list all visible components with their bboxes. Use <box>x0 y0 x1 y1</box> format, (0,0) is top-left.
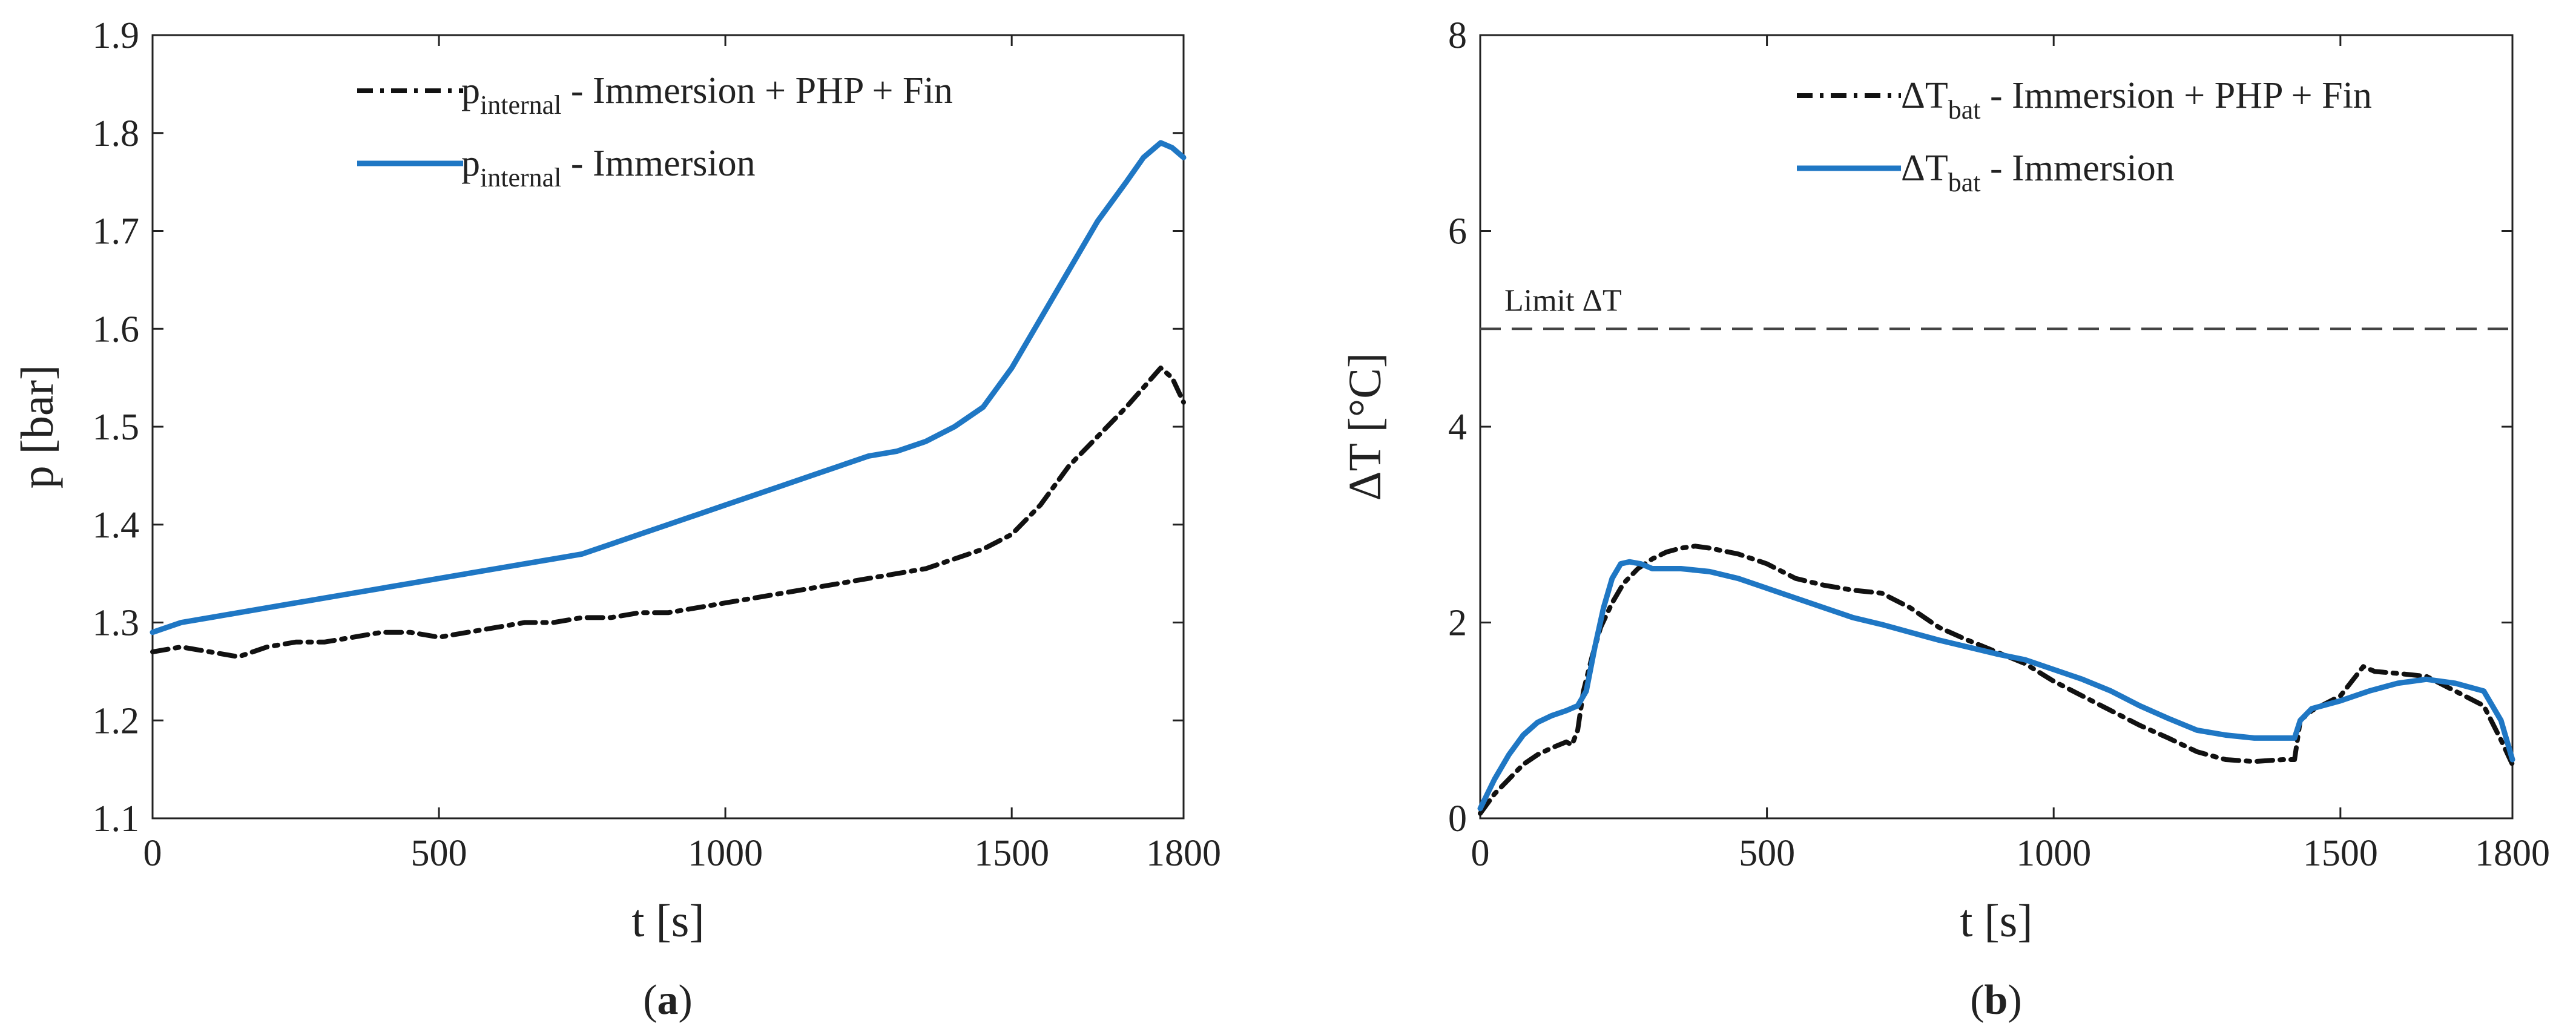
caption-open: ( <box>1970 977 1984 1024</box>
chart-panel-a: 0 500 1000 1500 1800 1.1 1.2 1.3 1.4 1.5 1.6 1.7 1.8… <box>12 15 1221 1024</box>
series-line-2 <box>150 140 1187 636</box>
legend-main: ΔT <box>1901 148 1948 189</box>
x-tick-label: 1800 <box>1146 833 1221 874</box>
x-tick-label: 1800 <box>2475 833 2550 874</box>
caption-open: ( <box>643 977 657 1024</box>
legend-main: ΔT <box>1901 75 1948 116</box>
legend-rest: - Immersion + PHP + Fin <box>1981 75 2372 116</box>
legend-subscript: bat <box>1948 168 1981 197</box>
caption-letter: b <box>1985 977 2008 1024</box>
chart-panel-b: Limit ΔT 0 500 1000 1500 1800 0 2 4 6 8 t [s] ΔT [°C… <box>1340 15 2550 1024</box>
y-tick-label: 1.5 <box>93 407 140 448</box>
legend-entry-2: ΔTbat - Immersion <box>1901 148 2175 197</box>
y-tick-label: 1.4 <box>93 505 140 546</box>
x-axis-label: t [s] <box>1960 896 2032 947</box>
y-axis-label: ΔT [°C] <box>1340 353 1391 501</box>
y-tick-label: 1.2 <box>93 700 140 741</box>
legend-subscript: internal <box>480 90 561 120</box>
legend-entry-2: pinternal - Immersion <box>461 143 756 192</box>
legend-main: p <box>461 143 480 184</box>
y-tick-label: 1.3 <box>93 603 140 644</box>
x-tick-label: 1500 <box>2303 833 2378 874</box>
y-tick-label: 1.9 <box>93 15 140 56</box>
legend-subscript: internal <box>480 163 561 192</box>
legend-rest: - Immersion + PHP + Fin <box>561 70 952 111</box>
y-tick-label: 0 <box>1448 798 1467 840</box>
x-axis-label: t [s] <box>631 896 704 947</box>
x-tick-label: 500 <box>1739 833 1795 874</box>
y-tick-label: 1.6 <box>93 309 140 350</box>
y-axis-label: p [bar] <box>12 365 63 489</box>
y-tick-label: 1.1 <box>93 798 140 840</box>
x-tick-label: 0 <box>1471 833 1490 874</box>
x-tick-label: 1500 <box>974 833 1049 874</box>
y-tick-label: 1.8 <box>93 113 140 154</box>
panel-caption: (b) <box>1970 977 2022 1024</box>
x-tick-label: 1000 <box>688 833 763 874</box>
legend-entry-1: pinternal - Immersion + PHP + Fin <box>461 70 953 120</box>
x-tick-label: 0 <box>143 833 162 874</box>
y-tick-label: 4 <box>1448 407 1467 448</box>
caption-letter: a <box>657 977 679 1024</box>
y-tick-label: 2 <box>1448 603 1467 644</box>
legend-rest: - Immersion <box>561 143 755 184</box>
y-tick-label: 8 <box>1448 15 1467 56</box>
y-tick-label: 6 <box>1448 211 1467 252</box>
legend-main: p <box>461 70 480 111</box>
legend-entry-1: ΔTbat - Immersion + PHP + Fin <box>1901 75 2372 125</box>
x-tick-label: 500 <box>411 833 467 874</box>
caption-close: ) <box>2008 977 2021 1024</box>
panel-caption: (a) <box>643 977 693 1024</box>
series-line-2 <box>1477 559 2515 812</box>
legend-rest: - Immersion <box>1981 148 2175 189</box>
limit-label: Limit ΔT <box>1504 283 1622 318</box>
series-line-1 <box>150 365 1186 660</box>
caption-close: ) <box>679 977 693 1024</box>
legend-subscript: bat <box>1948 95 1981 125</box>
x-tick-label: 1000 <box>2016 833 2091 874</box>
series-line-1 <box>1478 544 2515 816</box>
y-tick-label: 1.7 <box>93 211 140 252</box>
